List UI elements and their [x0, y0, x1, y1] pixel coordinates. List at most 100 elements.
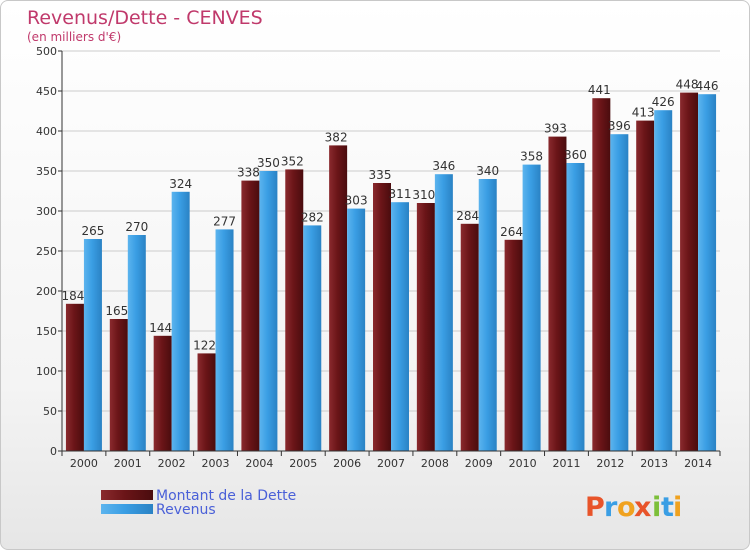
bar-debt: [65, 303, 84, 451]
x-tick-label: 2000: [70, 457, 98, 470]
x-tick-label: 2003: [202, 457, 230, 470]
data-label-revenus: 426: [652, 95, 675, 109]
data-label-debt: 165: [105, 304, 128, 318]
x-tick-label: 2010: [509, 457, 537, 470]
data-label-debt: 448: [676, 78, 699, 92]
y-tick-label: 250: [36, 245, 57, 258]
legend-label-debt: Montant de la Dette: [156, 488, 296, 504]
logo-letter: t: [661, 492, 674, 523]
legend: Montant de la Dette Revenus: [101, 488, 296, 518]
bar-debt: [592, 98, 611, 451]
data-label-revenus: 446: [696, 79, 719, 93]
y-tick-label: 400: [36, 125, 57, 138]
y-tick-label: 100: [36, 365, 57, 378]
data-label-revenus: 340: [476, 164, 499, 178]
bar-revenus: [303, 225, 322, 451]
data-label-debt: 310: [412, 188, 435, 202]
data-label-revenus: 311: [389, 187, 412, 201]
data-label-revenus: 350: [257, 156, 280, 170]
legend-swatch-revenus: [101, 504, 153, 514]
y-axis-ticks: 0 50 100 150 200 250 300 350 400 450 500: [36, 45, 62, 458]
bar-debt: [548, 136, 567, 451]
bar-revenus: [522, 164, 541, 451]
data-label-revenus: 303: [345, 194, 368, 208]
bar-revenus: [610, 134, 629, 451]
data-label-debt: 441: [588, 83, 611, 97]
x-tick-label: 2008: [421, 457, 449, 470]
bar-revenus: [171, 191, 190, 452]
bar-revenus: [698, 94, 717, 451]
data-label-revenus: 270: [125, 220, 148, 234]
x-axis-ticks: 2000 2001 2002 2003 2004 2005 2006 2007 2008 2009…: [61, 451, 721, 470]
bar-revenus: [215, 229, 234, 451]
data-label-debt: 335: [369, 168, 392, 182]
bar-debt: [460, 223, 479, 451]
bars: [65, 92, 717, 452]
x-tick-label: 2002: [158, 457, 186, 470]
y-tick-label: 0: [50, 445, 57, 458]
bar-debt: [109, 319, 128, 451]
data-label-debt: 184: [61, 289, 84, 303]
y-tick-label: 150: [36, 325, 57, 338]
logo-letter: i: [652, 492, 661, 523]
data-label-revenus: 358: [520, 150, 543, 164]
bar-revenus: [259, 171, 278, 451]
y-tick-label: 50: [43, 405, 57, 418]
bar-debt: [636, 120, 655, 451]
bar-debt: [373, 183, 391, 451]
legend-item-revenus: Revenus: [101, 502, 216, 518]
x-tick-label: 2013: [640, 457, 668, 470]
x-tick-label: 2012: [596, 457, 624, 470]
logo-letter: o: [617, 492, 636, 523]
bar-revenus: [566, 163, 585, 451]
x-tick-label: 2011: [552, 457, 580, 470]
bar-revenus: [83, 239, 102, 451]
y-tick-label: 450: [36, 85, 57, 98]
y-tick-label: 350: [36, 165, 57, 178]
bar-debt: [241, 180, 260, 451]
bar-debt: [329, 145, 348, 451]
x-tick-label: 2014: [684, 457, 712, 470]
bar-revenus: [127, 235, 146, 451]
bar-debt: [153, 335, 172, 451]
data-label-debt: 144: [149, 321, 172, 335]
data-label-revenus: 396: [608, 119, 631, 133]
logo-letter: i: [673, 492, 682, 523]
data-label-debt: 122: [193, 338, 216, 352]
data-label-debt: 338: [237, 166, 260, 180]
bar-debt: [416, 203, 435, 451]
data-label-debt: 352: [281, 154, 304, 168]
bar-debt: [285, 169, 304, 451]
y-tick-label: 200: [36, 285, 57, 298]
data-label-debt: 393: [544, 122, 567, 136]
y-tick-label: 500: [36, 45, 57, 58]
legend-swatch-debt: [101, 490, 153, 500]
y-tick-label: 300: [36, 205, 57, 218]
data-label-revenus: 282: [301, 210, 324, 224]
bar-debt: [504, 239, 523, 451]
data-label-revenus: 360: [564, 148, 587, 162]
x-tick-label: 2004: [245, 457, 273, 470]
chart-title: Revenus/Dette - CENVES: [27, 7, 263, 29]
bar-revenus: [434, 174, 453, 451]
bar-debt: [197, 353, 216, 451]
logo-letter: r: [604, 492, 618, 523]
bar-revenus: [478, 179, 497, 451]
x-tick-label: 2007: [377, 457, 405, 470]
data-label-debt: 284: [456, 209, 479, 223]
legend-label-revenus: Revenus: [156, 502, 216, 518]
x-tick-label: 2005: [289, 457, 317, 470]
data-label-debt: 264: [500, 225, 523, 239]
x-tick-label: 2001: [114, 457, 142, 470]
x-tick-label: 2009: [465, 457, 493, 470]
logo-letter: P: [585, 492, 605, 523]
data-label-debt: 382: [325, 130, 348, 144]
bar-revenus: [391, 202, 409, 451]
x-tick-label: 2006: [333, 457, 361, 470]
data-label-revenus: 277: [213, 214, 236, 228]
logo-letter: x: [634, 492, 651, 523]
